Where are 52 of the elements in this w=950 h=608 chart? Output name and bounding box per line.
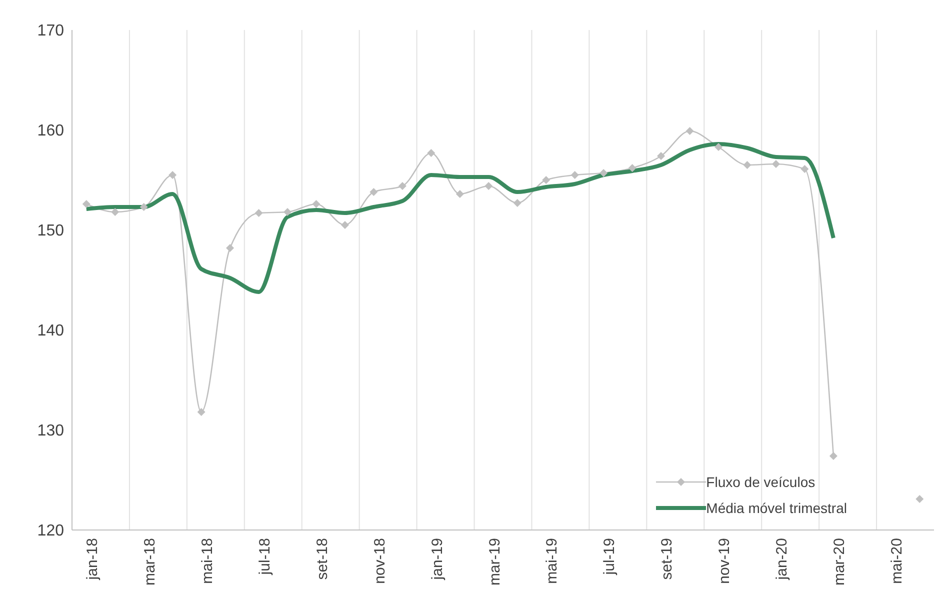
point bbox=[226, 244, 234, 252]
x-tick-label: mai-19 bbox=[544, 538, 561, 584]
x-tick-label: set-19 bbox=[658, 538, 676, 580]
y-tick-label: 150 bbox=[37, 222, 64, 240]
point bbox=[657, 152, 666, 160]
point bbox=[168, 171, 177, 179]
y-tick-label: 140 bbox=[37, 322, 64, 340]
point bbox=[800, 165, 809, 173]
point bbox=[398, 182, 406, 190]
point bbox=[111, 208, 120, 216]
point bbox=[427, 149, 436, 157]
point bbox=[916, 495, 924, 503]
legend-label: Média móvel trimestral bbox=[706, 500, 847, 516]
y-tick-label: 130 bbox=[37, 422, 64, 440]
point bbox=[743, 161, 752, 169]
y-tick-label: 120 bbox=[37, 522, 64, 540]
line-series bbox=[84, 142, 836, 294]
point bbox=[456, 190, 464, 198]
y-tick-label: 160 bbox=[37, 122, 64, 140]
point bbox=[513, 199, 522, 207]
x-tick-label: mar-19 bbox=[486, 538, 504, 586]
x-tick-label: mai-18 bbox=[198, 538, 216, 584]
x-tick-label: nov-19 bbox=[716, 538, 734, 584]
point bbox=[197, 408, 206, 416]
x-tick-label: jan-19 bbox=[428, 538, 446, 581]
point bbox=[484, 182, 493, 190]
point bbox=[370, 188, 378, 196]
point bbox=[772, 160, 780, 168]
x-tick-label: set-18 bbox=[314, 538, 331, 580]
point bbox=[312, 200, 320, 208]
x-tick-label: jan-20 bbox=[774, 538, 791, 581]
point bbox=[628, 164, 636, 172]
point bbox=[829, 452, 838, 460]
point bbox=[600, 169, 608, 177]
point bbox=[714, 143, 722, 151]
point bbox=[284, 208, 292, 216]
point bbox=[340, 221, 349, 229]
x-tick-label: mar-20 bbox=[831, 538, 848, 586]
point bbox=[254, 209, 263, 217]
y-tick-label: 170 bbox=[37, 22, 64, 40]
point bbox=[542, 176, 550, 184]
legend-label: Fluxo de veículos bbox=[706, 474, 816, 490]
point bbox=[140, 203, 148, 211]
x-tick-label: jul-18 bbox=[256, 538, 274, 576]
x-tick-label: mar-18 bbox=[141, 538, 158, 586]
x-tick-label: jan-18 bbox=[84, 538, 102, 581]
x-tick-label: nov-18 bbox=[371, 538, 388, 584]
point bbox=[570, 171, 579, 179]
x-tick-label: jul-19 bbox=[601, 538, 618, 576]
x-tick-label: mai-20 bbox=[888, 538, 906, 584]
point bbox=[82, 200, 90, 208]
point bbox=[686, 127, 694, 135]
